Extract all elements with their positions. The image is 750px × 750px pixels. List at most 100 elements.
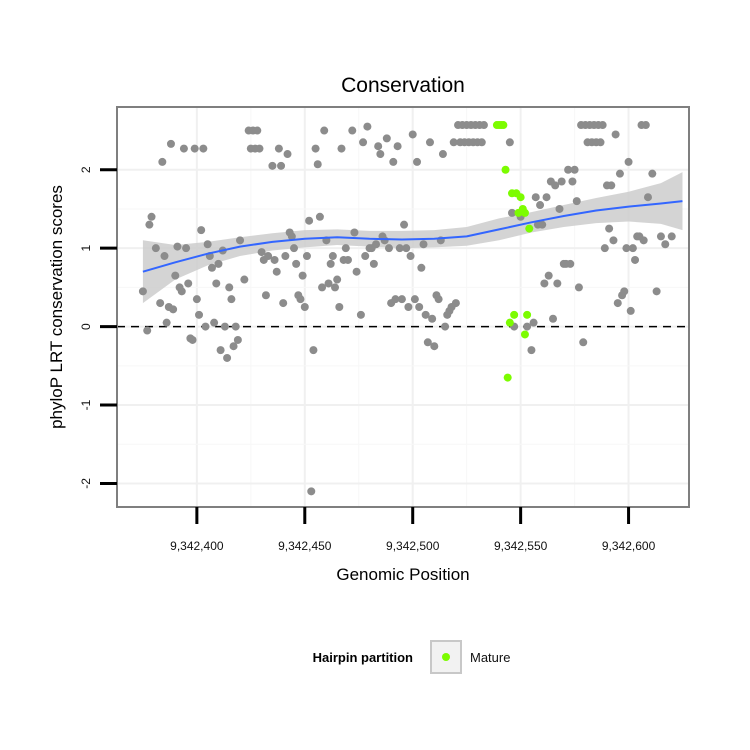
data-point: [313, 160, 322, 169]
data-point: [166, 139, 175, 148]
data-point: [570, 165, 579, 174]
data-point: [151, 244, 160, 253]
data-point: [300, 303, 309, 311]
data-point: [626, 306, 635, 315]
data-point: [639, 236, 648, 245]
data-point: [382, 134, 391, 143]
data-point: [231, 322, 240, 331]
data-point: [292, 259, 301, 268]
data-point: [564, 165, 573, 174]
data-point: [615, 169, 624, 178]
legend-label-mature: Mature: [470, 650, 510, 665]
data-point: [287, 232, 296, 241]
data-point: [667, 232, 676, 241]
data-point: [553, 279, 562, 288]
data-point: [315, 212, 324, 221]
data-point: [527, 346, 536, 355]
data-point: [656, 232, 665, 241]
data-point: [568, 177, 577, 186]
trend-line-layer: [142, 200, 683, 273]
data-point: [600, 244, 609, 253]
x-tick-label: 9,342,550: [494, 539, 548, 553]
data-point: [574, 283, 583, 292]
data-point: [408, 130, 417, 139]
y-axis-title: phyloP LRT conservation scores: [47, 185, 66, 429]
x-axis-title: Genomic Position: [336, 565, 469, 584]
data-point: [391, 295, 400, 304]
data-point: [384, 244, 393, 253]
data-point: [406, 252, 415, 261]
data-point: [203, 240, 212, 249]
data-point: [214, 259, 223, 268]
mature-data-point: [520, 208, 529, 217]
data-point: [451, 299, 460, 308]
data-point: [255, 144, 264, 153]
y-tick-label: 2: [79, 166, 93, 173]
data-point: [555, 204, 564, 213]
data-point: [177, 287, 186, 296]
data-point: [184, 279, 193, 288]
mature-data-point: [503, 373, 512, 382]
data-point: [182, 244, 191, 253]
data-point: [331, 283, 340, 292]
data-point: [536, 201, 545, 210]
y-tick-label: 1: [79, 245, 93, 252]
chart-title: Conservation: [341, 74, 465, 97]
plot-area: [116, 106, 690, 508]
data-point: [162, 318, 171, 327]
data-point: [376, 150, 385, 159]
data-point: [272, 267, 281, 276]
data-point: [229, 342, 238, 351]
data-point: [438, 150, 447, 159]
confidence-band: [142, 172, 683, 304]
data-point: [220, 322, 229, 331]
data-point: [477, 138, 486, 147]
data-point: [240, 275, 249, 284]
data-point: [374, 142, 383, 151]
confidence-band-layer: [142, 172, 683, 304]
x-tick-label: 9,342,400: [170, 539, 224, 553]
data-point: [138, 287, 147, 296]
data-point: [350, 228, 359, 237]
data-point: [413, 157, 422, 166]
data-point: [549, 314, 558, 323]
data-point: [145, 220, 154, 229]
data-point: [410, 295, 419, 304]
data-point: [380, 236, 389, 245]
data-point: [199, 144, 208, 153]
y-axis: -2 -1 0 1 2: [79, 166, 117, 489]
y-tick-label: 0: [79, 323, 93, 330]
data-point: [328, 252, 337, 261]
plot-border: [116, 106, 690, 508]
data-point: [449, 138, 458, 147]
data-point: [523, 322, 532, 331]
data-point: [479, 121, 488, 130]
data-point: [393, 142, 402, 151]
data-point: [540, 279, 549, 288]
data-point: [415, 303, 424, 311]
data-point: [309, 346, 318, 355]
y-tick-label: -2: [79, 478, 93, 489]
data-point: [326, 259, 335, 268]
data-point: [544, 271, 553, 280]
data-point: [236, 236, 245, 245]
data-point: [257, 248, 266, 257]
data-point: [233, 335, 242, 344]
data-point: [201, 322, 210, 331]
data-point: [302, 252, 311, 261]
legend: Hairpin partition Mature: [313, 640, 510, 674]
data-point: [307, 487, 316, 496]
data-point: [160, 252, 169, 261]
data-point: [261, 291, 270, 300]
data-point: [611, 130, 620, 139]
data-point: [173, 242, 182, 251]
data-point: [296, 295, 305, 304]
data-point: [223, 353, 232, 362]
mature-data-point: [499, 121, 508, 130]
data-point: [352, 267, 361, 276]
data-point: [188, 335, 197, 344]
data-point: [648, 169, 657, 178]
x-tick-label: 9,342,500: [386, 539, 440, 553]
x-tick-label: 9,342,450: [278, 539, 332, 553]
